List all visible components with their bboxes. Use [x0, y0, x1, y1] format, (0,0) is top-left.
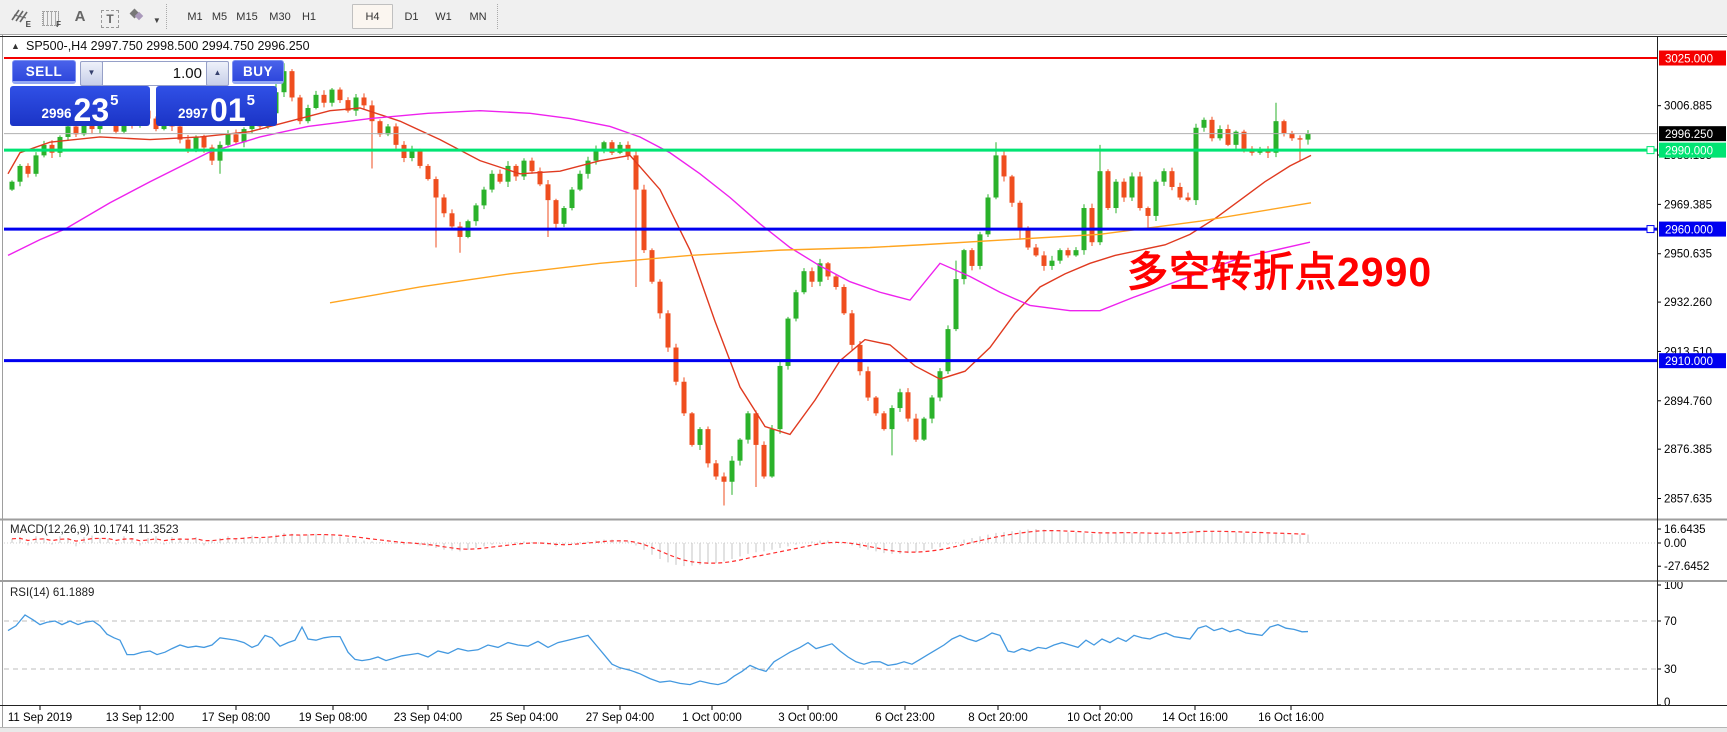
moving-average-fast	[7, 107, 1312, 436]
time-label: 25 Sep 04:00	[490, 712, 558, 724]
timeframe-button-h1[interactable]: H1	[297, 4, 321, 29]
bid-superscript: 5	[110, 92, 119, 109]
volume-decrease-button[interactable]: ▼	[80, 61, 103, 86]
rsi-label: RSI(14) 61.1889	[10, 587, 94, 599]
svg-text:16.6435: 16.6435	[1664, 524, 1706, 536]
svg-text:-27.6452: -27.6452	[1664, 561, 1709, 573]
main-price-panel[interactable]	[4, 57, 1657, 506]
sell-button[interactable]: SELL	[12, 60, 76, 84]
time-label: 3 Oct 00:00	[778, 712, 837, 724]
ask-big-digits: 01	[210, 91, 246, 128]
moving-average-slow	[329, 202, 1312, 304]
text-box-tool-icon[interactable]: T	[96, 3, 124, 30]
time-label: 8 Oct 20:00	[968, 712, 1027, 724]
bid-prefix: 2996	[41, 106, 72, 121]
time-label: 19 Sep 08:00	[299, 712, 367, 724]
rsi-line	[7, 614, 1309, 686]
svg-text:2969.385: 2969.385	[1664, 199, 1712, 211]
timeframe-button-m30[interactable]: M30	[264, 4, 296, 29]
svg-text:2950.635: 2950.635	[1664, 249, 1712, 261]
timeframe-button-mn[interactable]: MN	[464, 4, 492, 29]
shapes-dropdown-icon[interactable]: ▼	[126, 3, 162, 30]
svg-text:3025.000: 3025.000	[1665, 54, 1713, 66]
timeframe-button-w1[interactable]: W1	[430, 4, 457, 29]
dashed-box-icon: T	[101, 9, 119, 28]
time-axis: 11 Sep 2019 13 Sep 12:00 17 Sep 08:00 19 Se…	[8, 705, 1324, 724]
toolbar-separator	[166, 4, 168, 29]
time-label: 17 Sep 08:00	[202, 712, 270, 724]
price-badge-2960.000	[1659, 221, 1726, 237]
timeframe-button-h4[interactable]: H4	[352, 4, 393, 29]
svg-text:2876.385: 2876.385	[1664, 444, 1712, 456]
timeframe-button-m15[interactable]: M15	[231, 4, 263, 29]
volume-input[interactable]	[102, 61, 209, 86]
price-badge-2996.250	[1659, 126, 1726, 142]
svg-text:100: 100	[1664, 580, 1683, 592]
time-label: 14 Oct 16:00	[1162, 712, 1228, 724]
svg-text:2932.260: 2932.260	[1664, 297, 1712, 309]
svg-text:0: 0	[1664, 697, 1670, 709]
bottom-strip	[0, 727, 1727, 732]
diamonds-icon	[129, 8, 144, 21]
tool-sub-label: E	[25, 20, 31, 29]
price-badge-2910.000	[1659, 353, 1726, 369]
moving-average-medium	[7, 109, 1311, 312]
price-badge-3025.000	[1659, 50, 1726, 66]
timeframe-button-m5[interactable]: M5	[208, 4, 231, 29]
toolbar-separator	[497, 4, 499, 29]
time-label: 16 Oct 16:00	[1258, 712, 1324, 724]
rsi-panel[interactable]: RSI(14) 61.1889	[4, 587, 1657, 686]
hatch-icon	[11, 9, 28, 23]
chart-background	[0, 35, 1727, 727]
macd-signal-line	[11, 529, 1309, 564]
time-label: 6 Oct 23:00	[875, 712, 934, 724]
symbol-ohlc-title: SP500-,H4 2997.750 2998.500 2994.750 299…	[26, 39, 310, 53]
hline-handle[interactable]	[1646, 146, 1655, 155]
svg-text:2894.760: 2894.760	[1664, 396, 1712, 408]
macd-label: MACD(12,26,9) 10.1741 11.3523	[10, 524, 179, 536]
svg-text:2990.000: 2990.000	[1665, 146, 1713, 158]
ask-prefix: 2997	[178, 106, 209, 121]
time-label: 11 Sep 2019	[8, 712, 72, 724]
svg-text:2996.250: 2996.250	[1665, 129, 1713, 141]
volume-increase-button[interactable]: ▲	[206, 61, 229, 86]
chevron-up-icon: ▲	[213, 68, 222, 77]
price-axis: 3006.8852988.1352969.3852950.6352932.260…	[1657, 50, 1726, 709]
svg-text:2857.635: 2857.635	[1664, 494, 1712, 506]
ask-price-display[interactable]: 2997 01 5	[156, 86, 277, 126]
bid-big-digits: 23	[73, 91, 110, 128]
hline-handle[interactable]	[1646, 225, 1655, 234]
chevron-down-icon: ▼	[87, 68, 96, 77]
tool-sub-label: F	[56, 20, 61, 29]
grid-tool-icon[interactable]: F	[36, 3, 64, 30]
text-label-tool-icon[interactable]: A	[66, 3, 94, 30]
time-label: 27 Sep 04:00	[586, 712, 654, 724]
ask-superscript: 5	[246, 92, 255, 109]
buy-button[interactable]: BUY	[232, 60, 284, 84]
chart-pattern-tool-icon[interactable]: E	[6, 3, 34, 30]
svg-text:2960.000: 2960.000	[1665, 225, 1713, 237]
time-label: 13 Sep 12:00	[106, 712, 174, 724]
annotation-text[interactable]: 多空转折点2990	[1127, 249, 1433, 295]
timeframe-button-m1[interactable]: M1	[183, 4, 207, 29]
grid-icon	[41, 10, 59, 26]
timeframe-button-d1[interactable]: D1	[398, 4, 425, 29]
svg-text:2910.000: 2910.000	[1665, 356, 1713, 368]
time-label: 23 Sep 04:00	[394, 712, 462, 724]
svg-text:70: 70	[1664, 616, 1677, 628]
bid-price-display[interactable]: 2996 23 5	[10, 86, 150, 126]
chevron-down-icon: ▼	[152, 16, 161, 25]
time-label: 10 Oct 20:00	[1067, 712, 1133, 724]
svg-text:0.00: 0.00	[1664, 538, 1686, 550]
macd-panel[interactable]: MACD(12,26,9) 10.1741 11.3523	[4, 524, 1657, 567]
panel-collapse-arrow[interactable]: ▲	[11, 41, 20, 51]
price-badge-2990.000	[1659, 142, 1726, 158]
time-label: 1 Oct 00:00	[682, 712, 741, 724]
svg-text:3006.885: 3006.885	[1664, 101, 1712, 113]
toolbar: E F A T ▼ M1 M5 M15 M30 H1 H4 D1 W1 MN	[0, 0, 1727, 35]
svg-text:30: 30	[1664, 664, 1677, 676]
